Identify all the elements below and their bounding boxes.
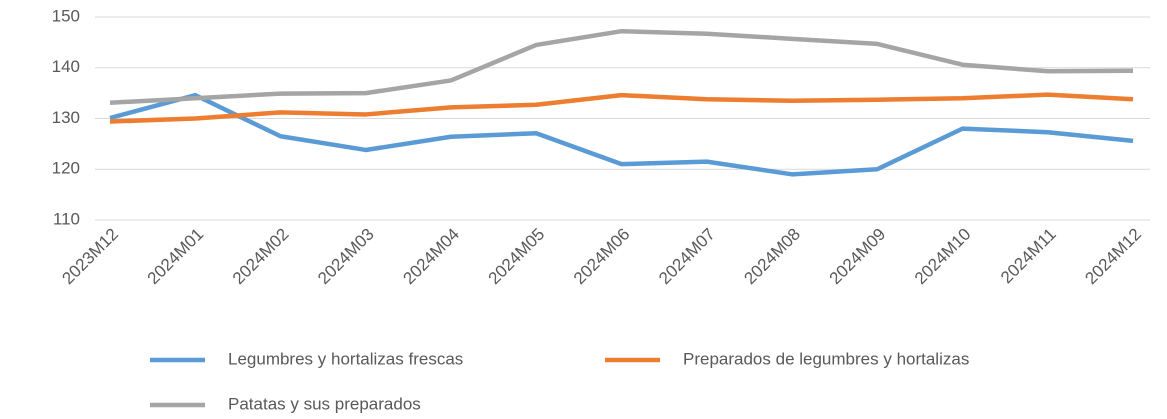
line-series (109, 92, 1134, 177)
line-series (109, 92, 1134, 124)
y-tick-label: 120 (52, 159, 80, 178)
legend-label: Legumbres y hortalizas frescas (228, 349, 463, 368)
legend-label: Preparados de legumbres y hortalizas (683, 349, 969, 368)
line-series (109, 28, 1134, 106)
y-tick-label: 110 (53, 209, 80, 228)
x-tick-label: 2024M10 (911, 225, 975, 289)
x-tick-label: 2024M02 (229, 225, 293, 289)
x-tick-label: 2024M07 (655, 225, 719, 289)
x-tick-label: 2024M08 (740, 225, 804, 289)
y-tick-label: 140 (52, 57, 80, 76)
x-tick-label: 2024M01 (144, 225, 208, 289)
legend-label: Patatas y sus preparados (228, 394, 421, 413)
x-tick-label: 2024M03 (314, 225, 378, 289)
x-tick-label: 2024M04 (399, 225, 463, 289)
x-tick-label: 2024M12 (1081, 225, 1145, 289)
y-tick-label: 130 (52, 108, 80, 127)
x-tick-label: 2023M12 (58, 225, 122, 289)
x-tick-label: 2024M05 (485, 225, 549, 289)
y-tick-label: 150 (52, 6, 80, 25)
x-tick-label: 2024M09 (826, 225, 890, 289)
x-tick-label: 2024M06 (570, 225, 634, 289)
x-tick-label: 2024M11 (997, 225, 1060, 288)
